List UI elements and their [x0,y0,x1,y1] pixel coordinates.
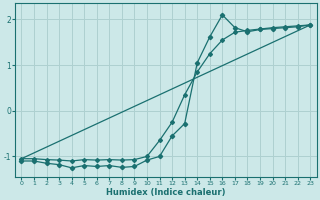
X-axis label: Humidex (Indice chaleur): Humidex (Indice chaleur) [106,188,226,197]
